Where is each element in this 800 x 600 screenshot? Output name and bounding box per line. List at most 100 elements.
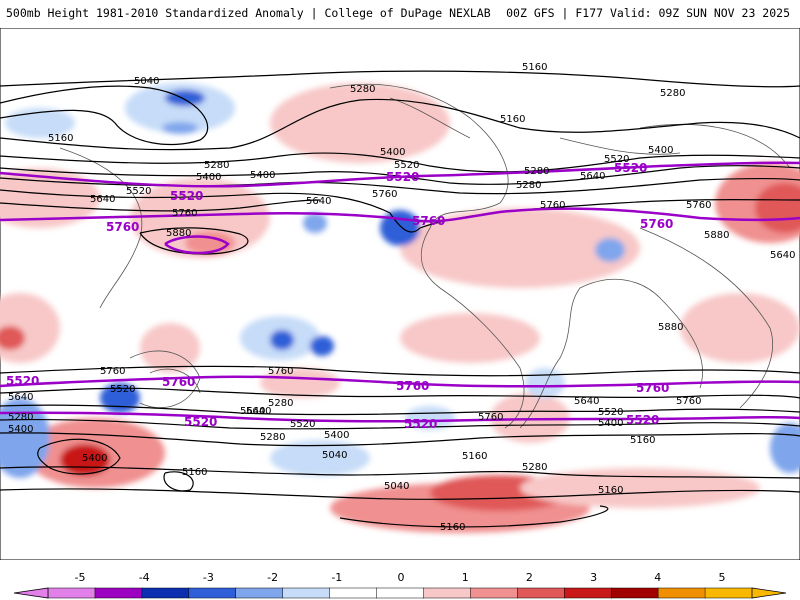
contour-label: 5520 [110,384,135,395]
contour-labels-black: 5040 5280 5160 5160 5280 5400 5520 5160 … [8,62,795,533]
run-valid-time: 00Z GFS | F177 Valid: 09Z SUN NOV 23 202… [506,6,790,20]
contour-label: 5160 [440,522,465,533]
contour-label: 5760 [268,366,293,377]
contour-label: 5760 [676,396,701,407]
colorbar-segment [188,587,237,599]
contour-label: 5760 [540,200,565,211]
contour-label: 5880 [658,322,683,333]
colorbar: -5 -4 -3 -2 -1 0 1 2 3 4 5 [13,571,787,599]
contour-label: 5520 [170,189,203,203]
contour-label: 5640 [306,196,331,207]
colorbar-tick-label: -2 [267,571,278,584]
contour-label: 5160 [462,451,487,462]
contour-label: 5520 [404,417,437,431]
contour-label: 5640 [580,171,605,182]
contour-label: 5280 [260,432,285,443]
colorbar-segment [282,587,331,599]
contour-label: 5760 [172,208,197,219]
contour-label: 5400 [598,418,623,429]
colorbar-tick-label: 4 [654,571,661,584]
contour-label: 5520 [604,154,629,165]
contour-label: 5400 [380,147,405,158]
contour-label: 5760 [162,375,195,389]
contour-label: 5400 [196,172,221,183]
contour-label: 5160 [598,485,623,496]
contour-label: 5280 [522,462,547,473]
colorbar-segment [94,587,143,599]
contour-label: 5400 [8,424,33,435]
colorbar-segment [141,587,190,599]
contour-label: 5520 [626,413,659,427]
contour-label: 5880 [704,230,729,241]
colorbar-segment [423,587,472,599]
contour-label: 5640 [8,392,33,403]
colorbar-tick-label: -1 [331,571,342,584]
contour-label: 5400 [648,145,673,156]
colorbar-tick-label: -5 [75,571,86,584]
contour-label: 5520 [598,407,623,418]
colorbar-segment [704,587,753,599]
colorbar-segment [564,587,612,599]
contour-label: 5520 [614,161,647,175]
contour-label: 5280 [660,88,685,99]
colorbar-segment [610,587,659,599]
contour-label: 5160 [182,467,207,478]
contour-label: 5520 [394,160,419,171]
contour-label: 5280 [8,412,33,423]
header: 500mb Height 1981-2010 Standardized Anom… [0,0,800,28]
contour-label: 5520 [184,415,217,429]
contour-label: 5280 [350,84,375,95]
anomaly-map: 5040 5280 5160 5160 5280 5400 5520 5160 … [0,28,800,560]
contour-label: 5040 [134,76,159,87]
contour-label: 5520 [6,374,39,388]
anomaly-shading [0,83,800,533]
colorbar-tick-label: 3 [590,571,597,584]
contour-label: 5520 [290,419,315,430]
colorbar-segment [517,587,566,599]
contour-label: 5520 [126,186,151,197]
purple-contours [0,161,800,423]
contour-label: 5640 [240,406,265,417]
colorbar-tick-labels: -5 -4 -3 -2 -1 0 1 2 3 4 5 [75,571,726,584]
coastlines [59,83,791,429]
colorbar-tick-label: 1 [462,571,469,584]
colorbar-segment [376,587,425,599]
colorbar-tick-label: -4 [139,571,150,584]
colorbar-tick-label: -3 [203,571,214,584]
contour-label: 5760 [478,412,503,423]
colorbar-left-arrow [13,587,49,599]
colorbar-segment [47,587,96,599]
contour-label: 5760 [396,379,429,393]
contour-label: 5040 [322,450,347,461]
contour-label: 5760 [636,381,669,395]
contour-label: 5400 [82,453,107,464]
colorbar-segment [657,587,706,599]
contour-label: 5160 [48,133,73,144]
contour-label: 5400 [324,430,349,441]
contour-label: 5640 [574,396,599,407]
contour-label: 5160 [630,435,655,446]
colorbar-segment [470,587,519,599]
contour-label: 5640 [246,406,271,417]
colorbar-segments [47,587,753,599]
contour-labels-purple: 5520 5760 5520 5760 5520 5760 5760 5520 … [6,161,673,431]
contour-label: 5880 [166,228,191,239]
colorbar-right-arrow [751,587,787,599]
contour-label: 5160 [500,114,525,125]
colorbar-segment [329,587,378,599]
contour-label: 5520 [386,170,419,184]
contour-label: 5760 [686,200,711,211]
contour-label: 5160 [522,62,547,73]
map-title: 500mb Height 1981-2010 Standardized Anom… [6,6,491,20]
contour-label: 5760 [100,366,125,377]
colorbar-tick-label: 5 [719,571,726,584]
colorbar-tick-label: 2 [526,571,533,584]
contour-label: 5280 [268,398,293,409]
colorbar-segment [235,587,284,599]
contour-label: 5760 [372,189,397,200]
contour-label: 5640 [90,194,115,205]
contour-label: 5760 [106,220,139,234]
colorbar-tick-label: 0 [398,571,405,584]
contour-label: 5400 [250,170,275,181]
contour-label: 5280 [516,180,541,191]
